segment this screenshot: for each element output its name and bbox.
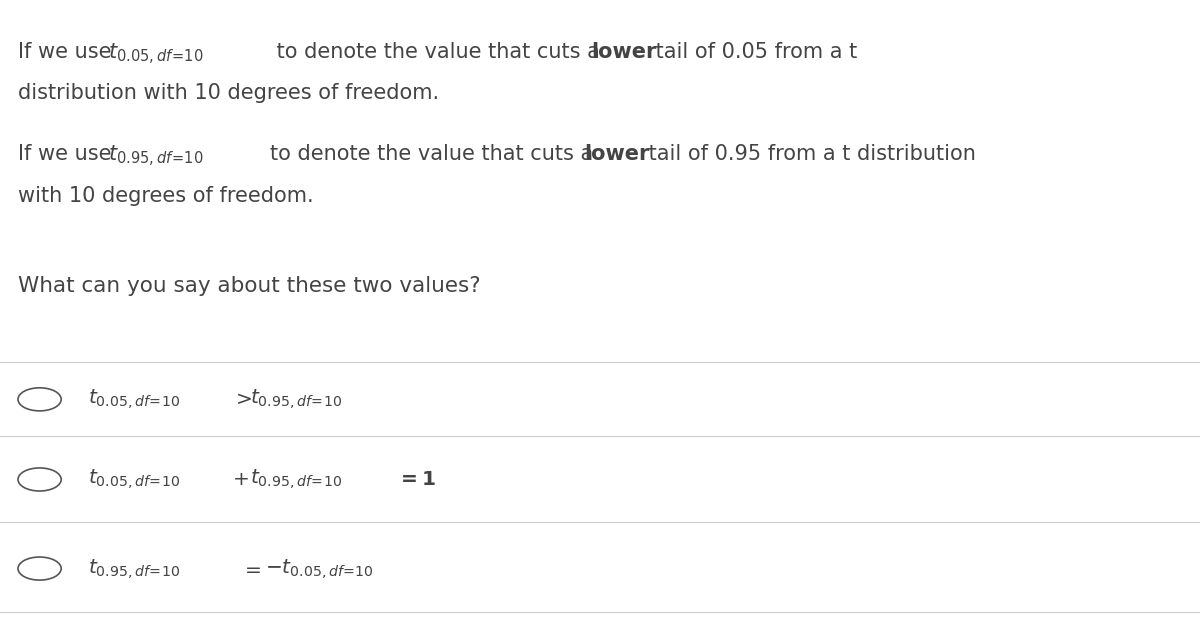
Text: What can you say about these two values?: What can you say about these two values? [18,276,481,296]
Text: to denote the value that cuts a: to denote the value that cuts a [270,42,606,62]
Text: with 10 degrees of freedom.: with 10 degrees of freedom. [18,186,313,206]
Text: $\mathbf{= 1}$: $\mathbf{= 1}$ [397,470,437,489]
Text: $t_{0.05,df\!=\!10}$: $t_{0.05,df\!=\!10}$ [88,387,180,412]
Text: $t_{0.95,df\!=\!10}$: $t_{0.95,df\!=\!10}$ [250,467,342,492]
Text: If we use: If we use [18,42,118,62]
Text: $t_{0.95,df\!=\!10}$: $t_{0.95,df\!=\!10}$ [88,556,180,581]
Text: lower: lower [592,42,656,62]
Text: distribution with 10 degrees of freedom.: distribution with 10 degrees of freedom. [18,83,439,103]
Text: tail of 0.95 from a t distribution: tail of 0.95 from a t distribution [642,144,976,164]
Text: $t_{0.95,df\!=\!10}$: $t_{0.95,df\!=\!10}$ [108,144,204,169]
Text: $+$: $+$ [232,470,248,489]
Text: lower: lower [584,144,649,164]
Text: $t_{0.05,df\!=\!10}$: $t_{0.05,df\!=\!10}$ [108,42,204,67]
Text: tail of 0.05 from a t: tail of 0.05 from a t [649,42,858,62]
Text: $-t_{0.05,df\!=\!10}$: $-t_{0.05,df\!=\!10}$ [265,556,374,581]
Text: If we use: If we use [18,144,118,164]
Text: $t_{0.95,df\!=\!10}$: $t_{0.95,df\!=\!10}$ [250,387,342,412]
Text: $=$: $=$ [241,559,262,578]
Text: to denote the value that cuts a: to denote the value that cuts a [270,144,600,164]
Text: $>$: $>$ [232,390,252,409]
Text: $t_{0.05,df\!=\!10}$: $t_{0.05,df\!=\!10}$ [88,467,180,492]
